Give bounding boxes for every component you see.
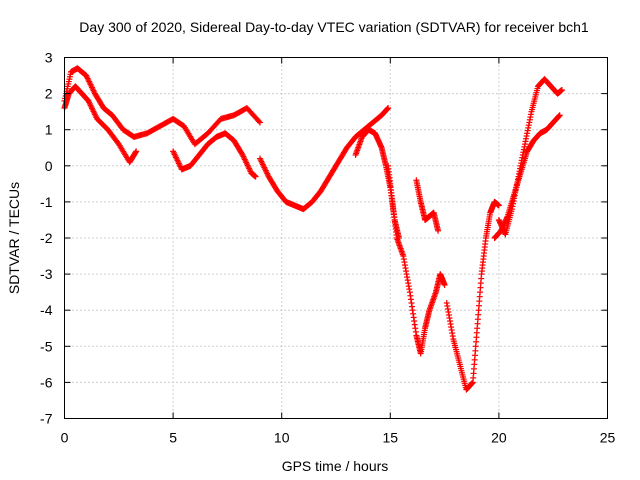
y-tick-labels: -7 -6 -5 -4 -3 -2 -1 0 1 2 3: [40, 50, 53, 427]
y-tick-label: -1: [40, 194, 53, 210]
x-tick-labels: 0 5 10 15 20 25: [61, 430, 616, 446]
y-tick-label: -4: [40, 302, 53, 318]
y-tick-label: 2: [45, 86, 53, 102]
data-point: [385, 105, 392, 112]
data-point: [252, 173, 259, 180]
axis-ticks: [64, 57, 608, 419]
y-tick-label: 0: [45, 158, 53, 174]
data-point: [133, 148, 140, 155]
data-point: [556, 112, 563, 119]
x-tick-label: 20: [491, 430, 507, 446]
data-point: [256, 119, 263, 126]
y-axis-label: SDTVAR / TECUs: [6, 182, 22, 294]
grid: [64, 57, 608, 419]
data-points: [61, 65, 565, 393]
data-point: [435, 227, 442, 234]
x-tick-label: 0: [61, 430, 69, 446]
y-tick-label: -7: [40, 411, 53, 427]
chart-title: Day 300 of 2020, Sidereal Day-to-day VTE…: [79, 19, 589, 35]
data-point: [395, 235, 402, 241]
plot-frame: [64, 57, 608, 419]
x-axis-label: GPS time / hours: [282, 458, 389, 474]
y-tick-label: -6: [40, 374, 53, 390]
y-tick-label: -5: [40, 338, 53, 354]
y-tick-label: -3: [40, 266, 53, 282]
data-point: [495, 202, 502, 209]
x-tick-label: 10: [274, 430, 290, 446]
x-tick-label: 25: [600, 430, 616, 446]
x-tick-label: 5: [169, 430, 177, 446]
y-tick-label: 3: [45, 50, 53, 66]
y-tick-label: 1: [45, 122, 53, 138]
x-tick-label: 15: [383, 430, 399, 446]
data-point: [558, 86, 565, 93]
data-point: [441, 281, 448, 288]
y-tick-label: -2: [40, 230, 53, 246]
data-point-trace: [255, 118, 262, 125]
